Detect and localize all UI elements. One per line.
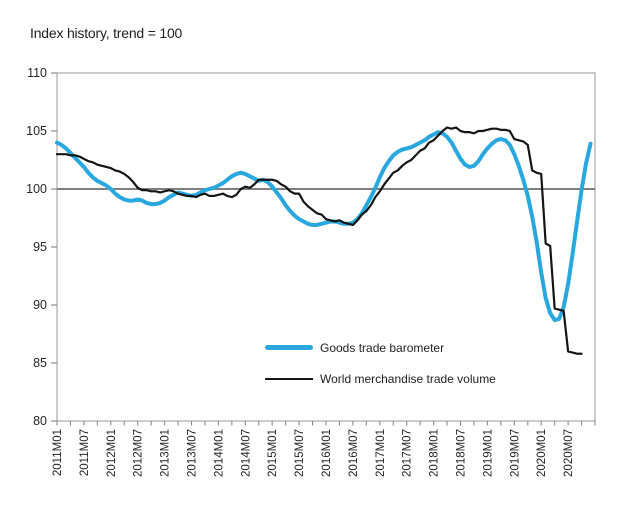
x-axis-tick-label: 2014M07 [240,429,252,477]
x-axis-tick-label: 2018M07 [456,429,468,477]
y-axis-tick-label: 100 [26,182,47,196]
x-axis-tick-label: 2017M07 [402,429,414,477]
x-axis-tick-label: 2012M01 [106,429,118,477]
x-axis-tick-label: 2017M01 [375,429,387,477]
legend: Goods trade barometer World merchandise … [265,337,496,389]
x-axis-tick-label: 2020M07 [563,429,575,477]
x-axis-tick-label: 2016M07 [348,429,360,477]
legend-row-world-merchandise-trade-volume: World merchandise trade volume [265,368,496,389]
x-axis-tick-label: 2012M07 [133,429,145,477]
legend-label-world-merchandise-trade-volume: World merchandise trade volume [320,371,496,386]
x-axis-tick-label: 2015M07 [294,429,306,477]
x-axis-tick-label: 2019M01 [482,429,494,477]
series-line-goods-trade-barometer [55,130,593,323]
x-axis-tick-label: 2011M01 [52,429,64,476]
y-axis-tick-label: 80 [33,414,47,428]
legend-label-goods-trade-barometer: Goods trade barometer [320,340,445,355]
world-merchandise-trade-volume-line-swatch [265,377,313,380]
x-axis-tick-label: 2013M07 [187,429,199,477]
x-axis-tick-label: 2018M01 [429,429,441,477]
x-axis-tick-label: 2011M07 [79,429,91,476]
series-line-world-merchandise-trade-volume [55,126,583,355]
x-axis-tick-label: 2015M01 [267,429,279,477]
y-axis-tick-label: 90 [33,298,47,312]
y-axis-tick-label: 105 [26,124,47,138]
y-axis-tick-label: 85 [33,356,47,370]
legend-row-goods-trade-barometer: Goods trade barometer [265,337,496,358]
y-axis-tick-label: 95 [33,240,47,254]
x-axis-tick-label: 2014M01 [213,429,225,477]
x-axis-tick-label: 2020M01 [536,429,548,477]
goods-trade-barometer-line-swatch [265,345,313,350]
chart-title: Index history, trend = 100 [30,25,183,41]
x-axis-tick-label: 2016M01 [321,429,333,477]
x-axis-tick-label: 2013M01 [160,429,172,477]
x-axis-tick-label: 2019M07 [509,429,521,477]
y-axis-tick-label: 110 [27,66,47,80]
